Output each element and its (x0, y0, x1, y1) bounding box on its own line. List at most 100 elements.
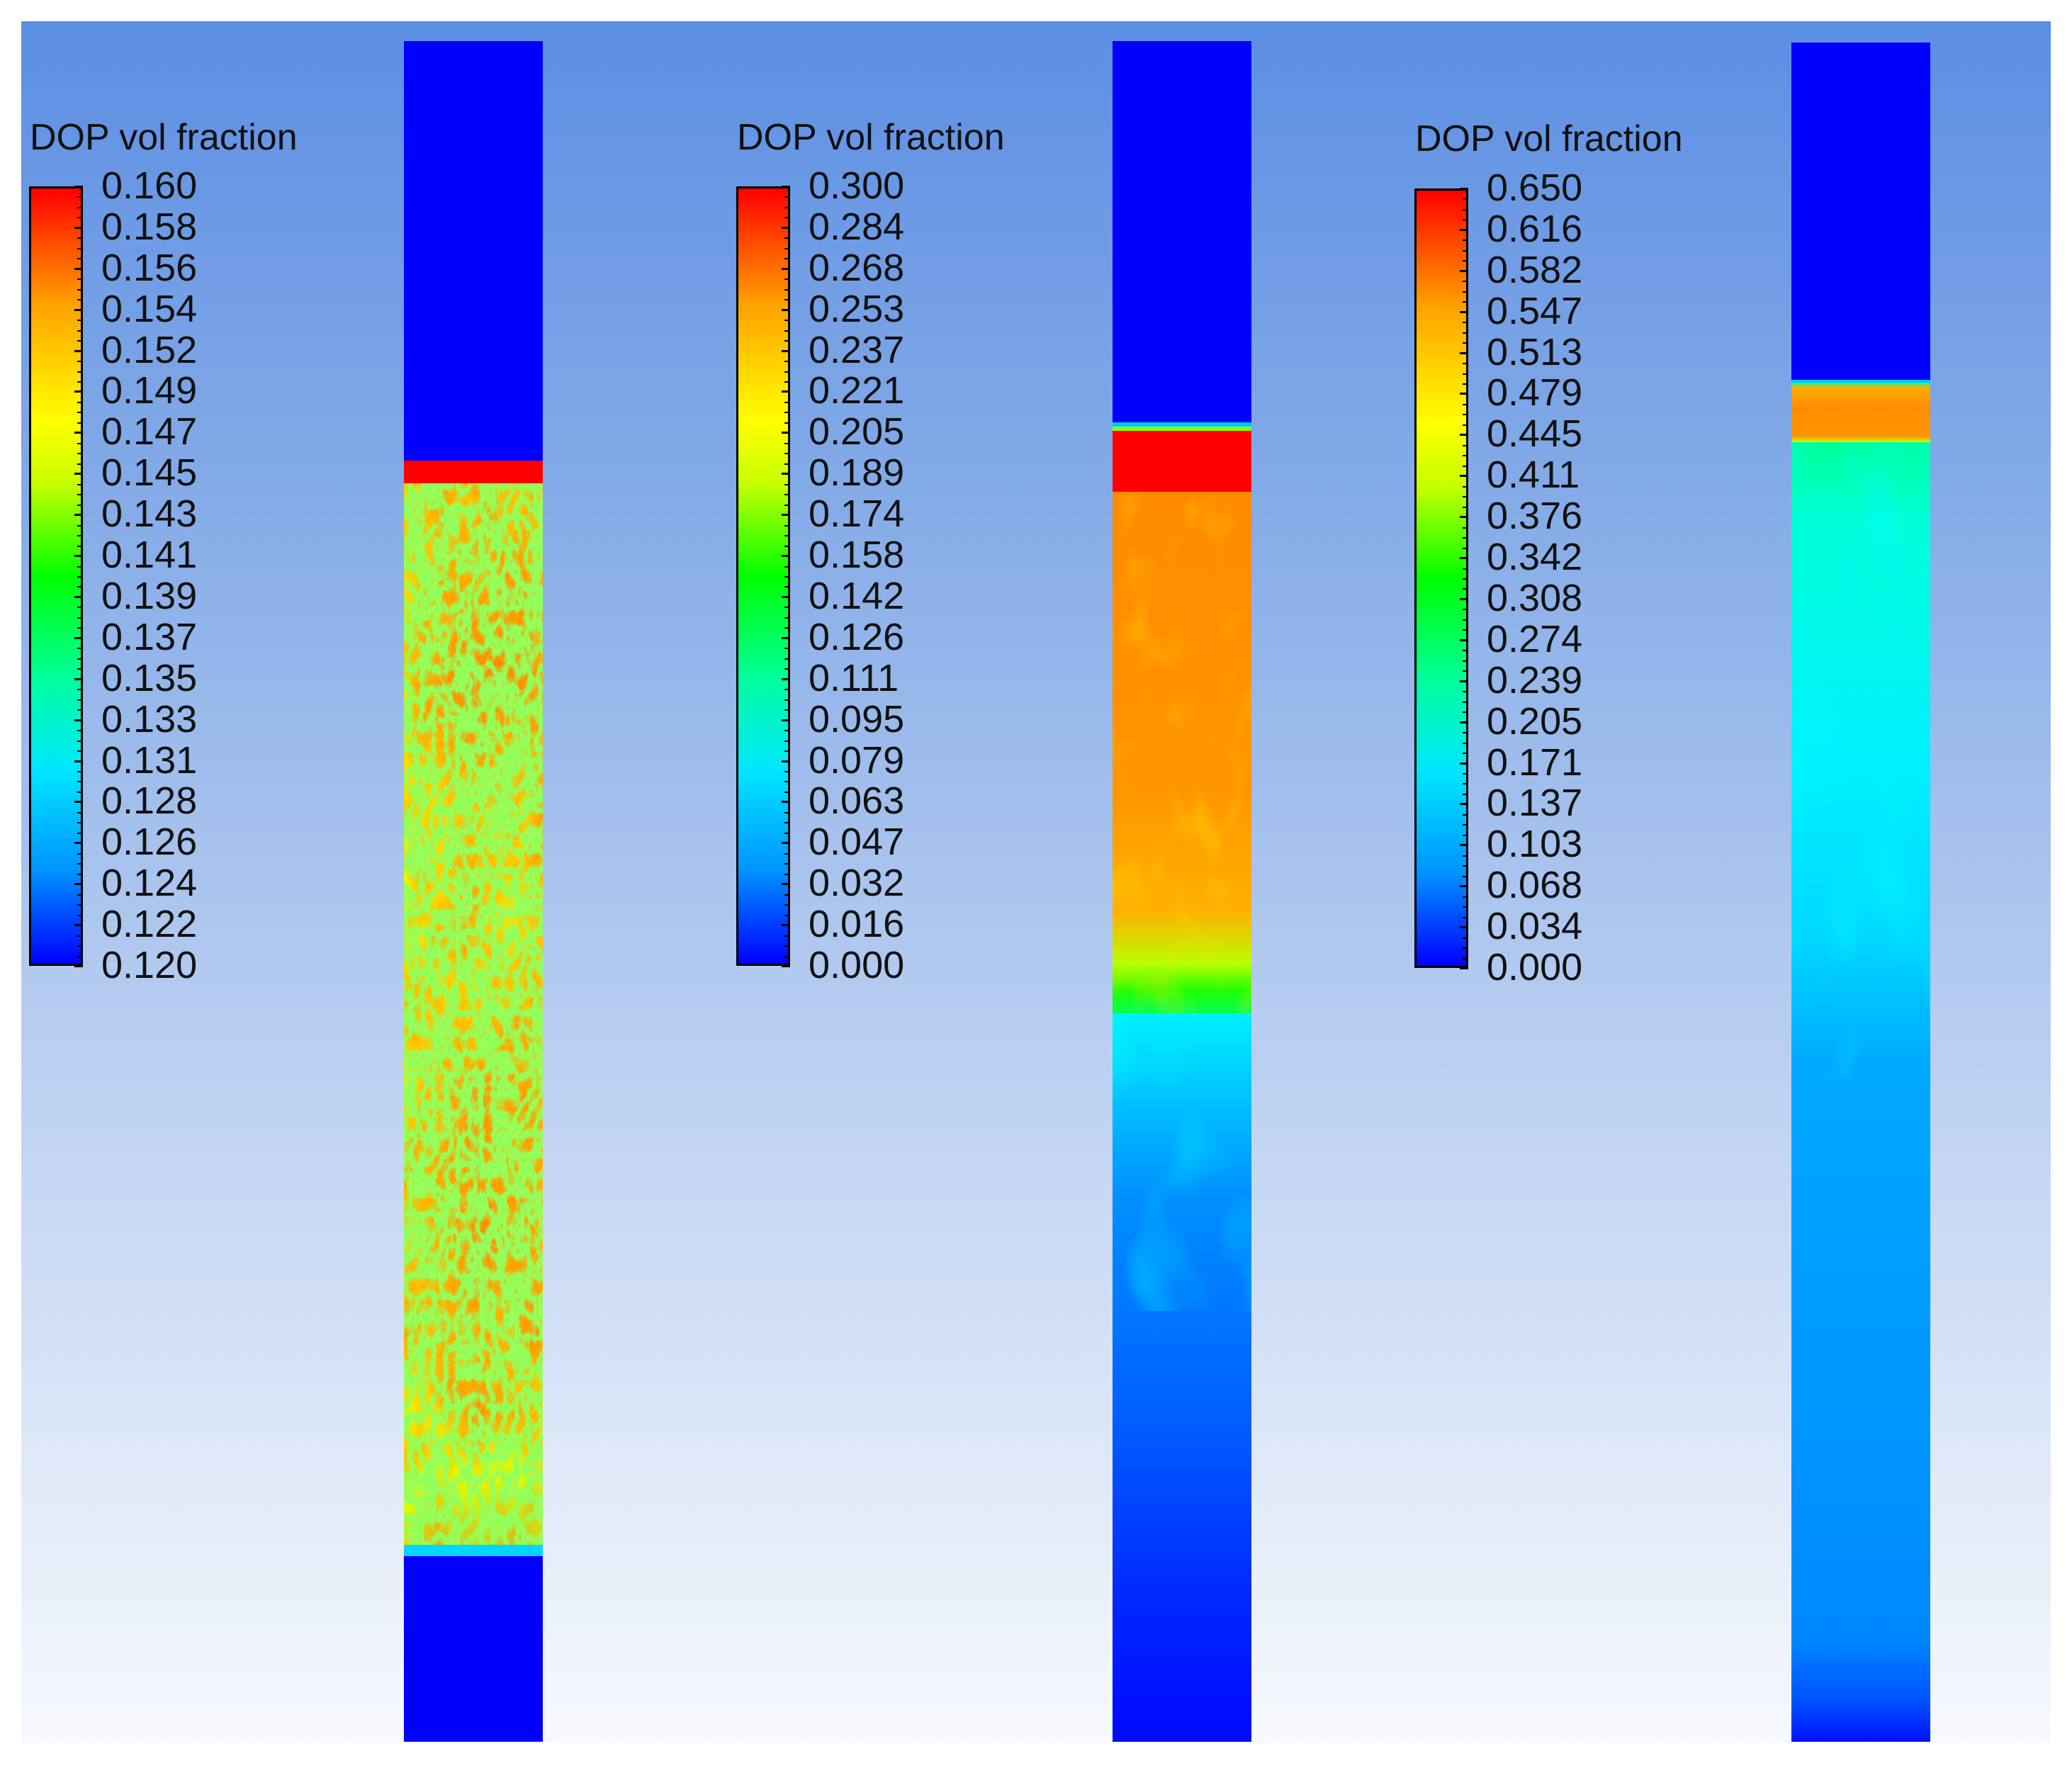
colorbar-minor-tick (77, 217, 82, 219)
colorbar-tick-label: 0.137 (101, 615, 198, 658)
colorbar-minor-tick (784, 740, 789, 742)
colorbar-minor-tick (784, 709, 789, 711)
colorbar-minor-tick (784, 894, 789, 896)
plot-background: DOP vol fraction DOP vol fraction DOP vo… (21, 21, 2051, 1743)
colorbar-tick-label: 0.300 (809, 164, 905, 207)
colorbar-minor-tick (1463, 711, 1468, 714)
colorbar-minor-tick (784, 791, 789, 793)
colorbar-tick (74, 883, 83, 886)
column-3-upper-region (1791, 43, 1930, 402)
colorbar-tick-label: 0.135 (101, 656, 198, 699)
colorbar-minor-tick (77, 740, 82, 742)
colorbar-minor-tick (784, 822, 789, 824)
colorbar-tick-label: 0.342 (1487, 536, 1583, 579)
colorbar-minor-tick (77, 750, 82, 753)
colorbar-tick (782, 308, 790, 311)
colorbar-minor-tick (77, 771, 82, 772)
colorbar-tick (782, 390, 790, 393)
colorbar-minor-tick (77, 852, 82, 855)
colorbar-minor-tick (77, 873, 82, 875)
colorbar-tick (782, 349, 790, 352)
column-3-orange-band (1791, 383, 1930, 442)
colorbar-tick-label: 0.308 (1487, 576, 1583, 619)
colorbar-minor-tick (77, 247, 82, 249)
colorbar-minor-tick (77, 863, 82, 865)
colorbar-minor-tick (77, 258, 82, 260)
colorbar-tick-label: 0.126 (809, 615, 905, 658)
colorbar-tick-label: 0.126 (101, 821, 198, 864)
colorbar-minor-tick (784, 904, 789, 906)
colorbar-tick-label: 0.547 (1487, 289, 1583, 332)
column-2-upper-region (1113, 41, 1251, 424)
colorbar-tick-label: 0.068 (1487, 864, 1583, 907)
colorbar-tick (74, 514, 83, 517)
legend-title: DOP vol fraction (1415, 118, 1683, 159)
colorbar-tick (1460, 516, 1468, 519)
colorbar-minor-tick (1463, 937, 1468, 939)
colorbar-minor-tick (784, 863, 789, 865)
colorbar-minor-tick (784, 750, 789, 753)
colorbar-minor-tick (1463, 957, 1468, 959)
colorbar-minor-tick (784, 852, 789, 855)
colorbar-minor-tick (1463, 773, 1468, 775)
colorbar-tick-label: 0.189 (809, 451, 905, 495)
colorbar-tick-label: 0.205 (1487, 699, 1583, 743)
colorbar-minor-tick (784, 206, 789, 208)
colorbar-tick (74, 842, 83, 845)
colorbar-minor-tick (77, 422, 82, 424)
colorbar-minor-tick (784, 258, 789, 260)
colorbar-minor-tick (77, 320, 82, 322)
colorbar-minor-tick (784, 607, 789, 609)
colorbar-minor-tick (784, 811, 789, 813)
colorbar-minor-tick (784, 873, 789, 875)
colorbar-minor-tick (1463, 916, 1468, 918)
colorbar-minor-tick (784, 237, 789, 240)
colorbar-tick (1460, 762, 1468, 765)
colorbar-minor-tick (77, 504, 82, 506)
colorbar-minor-tick (784, 955, 789, 957)
colorbar-minor-tick (1463, 742, 1468, 744)
colorbar-minor-tick (784, 689, 789, 691)
column-1-red-band (404, 461, 543, 483)
colorbar-tick (782, 965, 790, 967)
colorbar-tick-label: 0.221 (809, 369, 905, 412)
colorbar-minor-tick (784, 914, 789, 916)
colorbar-minor-tick (1463, 455, 1468, 457)
colorbar-minor-tick (1463, 332, 1468, 334)
colorbar-tick (74, 308, 83, 311)
colorbar-minor-tick (784, 278, 789, 281)
colorbar-tick (782, 186, 790, 188)
colorbar-tick-label: 0.143 (101, 492, 198, 536)
colorbar-minor-tick (1463, 496, 1468, 498)
colorbar-minor-tick (77, 730, 82, 732)
colorbar-tick (1460, 844, 1468, 847)
colorbar-minor-tick (77, 935, 82, 937)
colorbar-minor-tick (77, 278, 82, 281)
colorbar-tick-label: 0.128 (101, 779, 198, 823)
colorbar-tick (1460, 597, 1468, 600)
colorbar-minor-tick (1463, 896, 1468, 898)
colorbar-minor-tick (1463, 301, 1468, 303)
colorbar-tick-label: 0.139 (101, 574, 198, 617)
colorbar-tick-label: 0.131 (101, 738, 198, 782)
colorbar-minor-tick (1463, 947, 1468, 950)
colorbar-minor-tick (1463, 527, 1468, 529)
colorbar-tick (1460, 638, 1468, 641)
colorbar-tick-label: 0.171 (1487, 741, 1583, 784)
colorbar-minor-tick (1463, 465, 1468, 467)
colorbar-tick (1460, 803, 1468, 806)
colorbar-tick-label: 0.147 (101, 410, 198, 454)
colorbar-minor-tick (77, 483, 82, 485)
colorbar-tick (1460, 967, 1468, 969)
colorbar-minor-tick (784, 524, 789, 527)
colorbar-tick (782, 514, 790, 517)
colorbar-minor-tick (1463, 813, 1468, 816)
colorbar-tick (74, 760, 83, 762)
colorbar-minor-tick (784, 401, 789, 403)
colorbar-tick (782, 883, 790, 886)
column-2-red-band (1113, 431, 1251, 492)
colorbar-tick-label: 0.274 (1487, 617, 1583, 660)
colorbar-minor-tick (1463, 444, 1468, 446)
colorbar-minor-tick (1463, 424, 1468, 426)
contour-plots (404, 41, 1930, 1742)
